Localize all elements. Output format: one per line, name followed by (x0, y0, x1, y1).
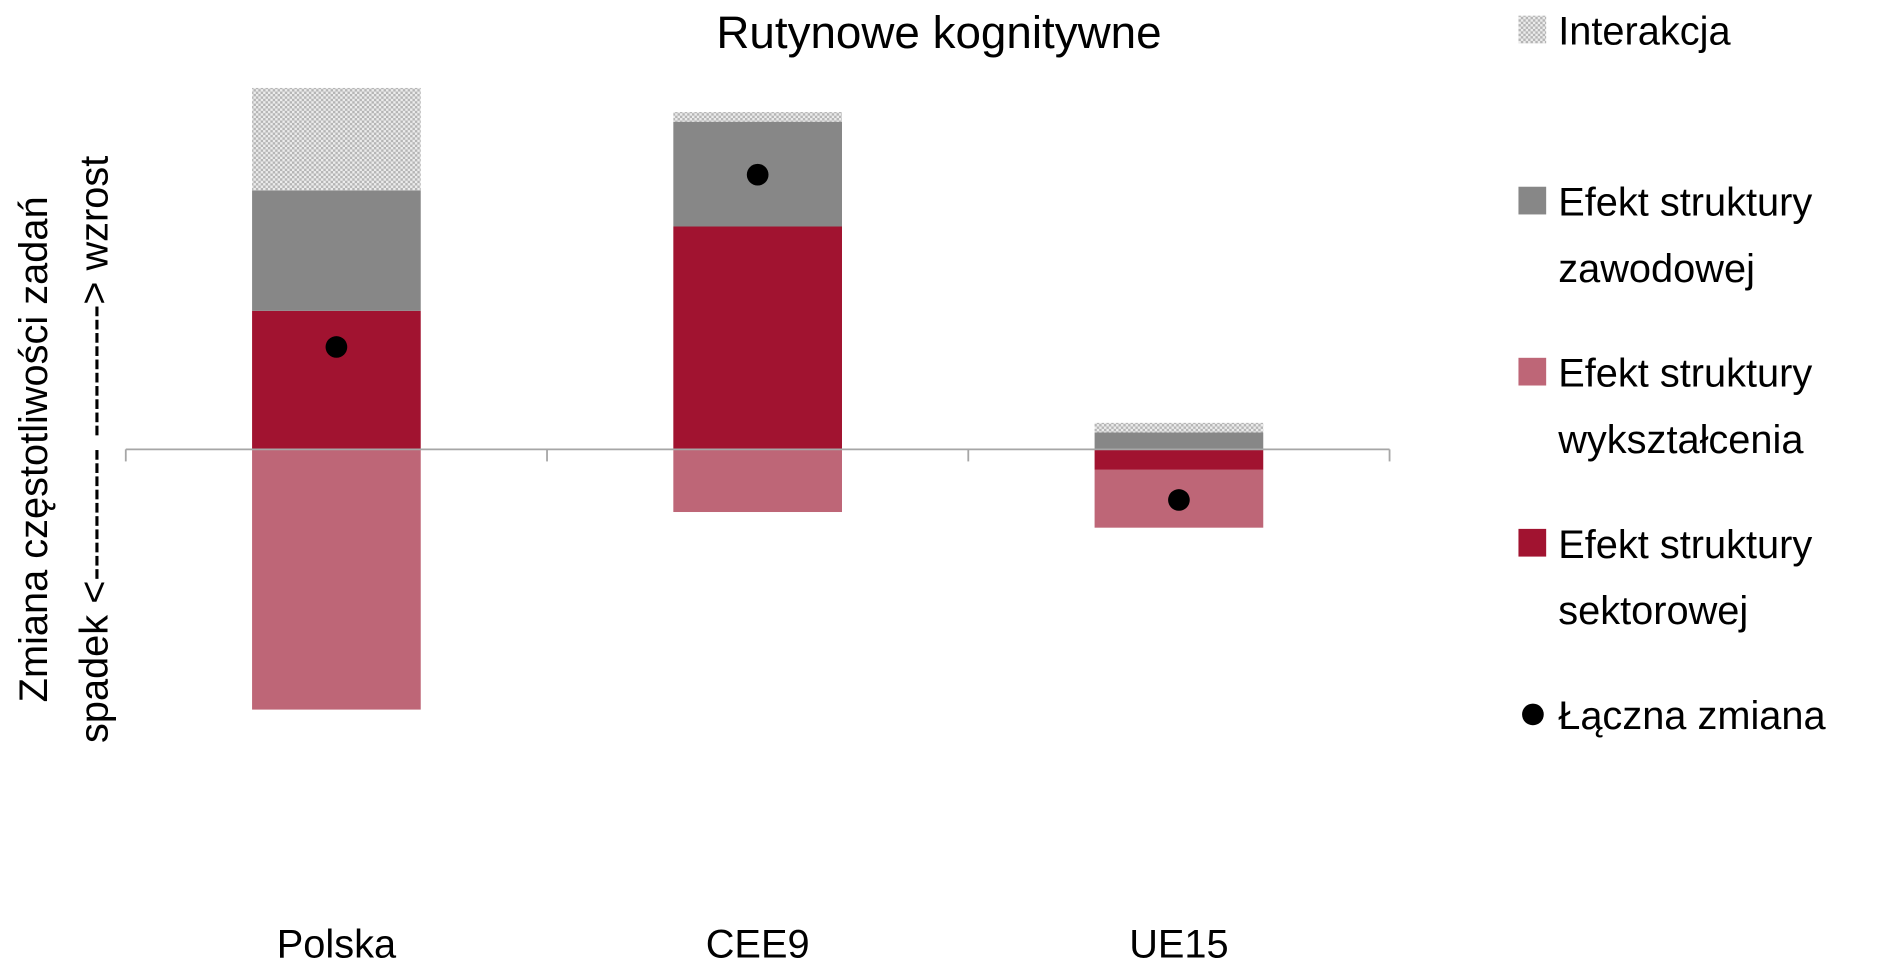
y-axis-title-line: Zmiana częstotliwości zadań (12, 196, 56, 702)
bar-segment (252, 87, 421, 191)
legend-entry: Efekt struktury sektorowej (1558, 521, 1813, 632)
legend-swatch (1522, 703, 1544, 726)
legend-label: Łączna zmiana (1558, 692, 1826, 737)
legend-label: Interakcja (1558, 7, 1731, 53)
legend-entry: Interakcja (1558, 7, 1731, 53)
legend-label: Efekt struktury zawodowej (1558, 178, 1813, 290)
chart-title: Rutynowe kognitywne (716, 7, 1161, 58)
bar-segment (673, 449, 842, 513)
bar-segment (673, 226, 842, 450)
total-marker (325, 336, 348, 358)
legend-swatch (1518, 528, 1547, 557)
bar-segment (1094, 449, 1264, 470)
total-marker (746, 163, 769, 186)
bar-segment (1094, 422, 1264, 433)
x-tick-label: Polska (277, 922, 397, 965)
bar-segment (673, 112, 842, 122)
x-tick-label: CEE9 (706, 922, 810, 965)
legend-entry: Łączna zmiana (1558, 692, 1826, 737)
legend-entry: Efekt struktury zawodowej (1558, 178, 1813, 290)
legend-label: Efekt struktury wykształcenia (1558, 349, 1813, 461)
legend-swatch (1518, 186, 1547, 215)
x-tick-label: UE15 (1129, 922, 1228, 965)
bar-segment (252, 449, 421, 710)
y-axis-title-line: spadek <---------- ----------> wzrost (72, 156, 116, 743)
bar-segment (252, 310, 421, 450)
legend-swatch (1518, 357, 1547, 386)
y-axis-title: Zmiana częstotliwości zadań spadek <----… (12, 156, 116, 743)
total-marker (1168, 489, 1190, 511)
legend-swatch (1518, 15, 1547, 44)
bar-segment (252, 190, 421, 311)
bar-segment (1094, 432, 1264, 450)
legend-label: Efekt struktury sektorowej (1558, 521, 1813, 632)
legend-entry: Efekt struktury wykształcenia (1558, 349, 1813, 461)
